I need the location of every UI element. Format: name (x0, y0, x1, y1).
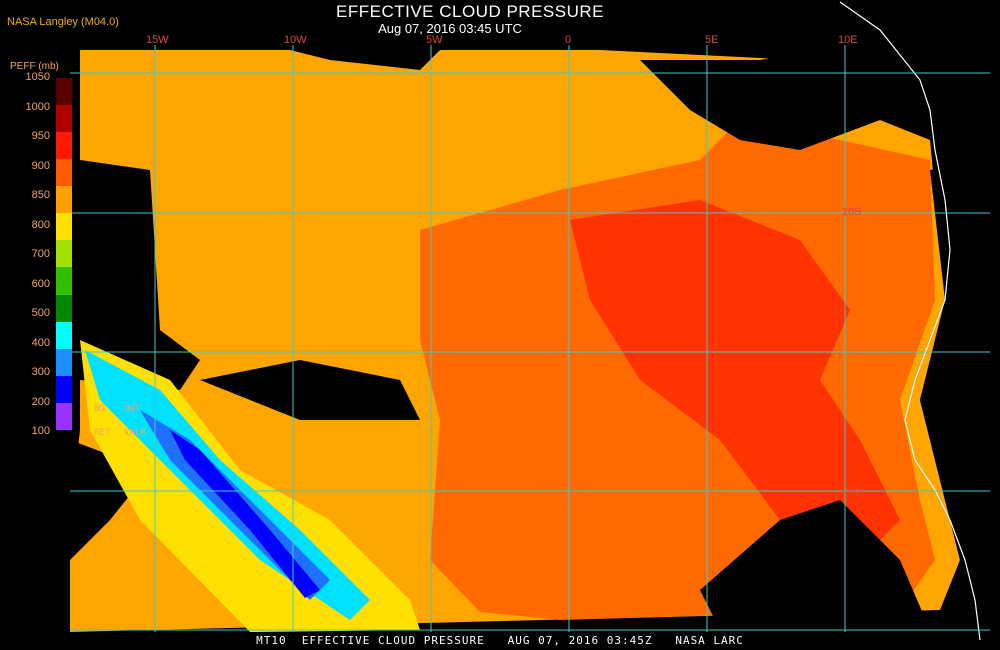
colorbar-swatch (56, 132, 72, 160)
lon-label-0: 0 (565, 34, 572, 46)
legend-tick-800: 800 (31, 218, 50, 231)
legend-tick-200: 200 (31, 395, 50, 408)
high-cloud-band-core (170, 430, 320, 598)
clear-sky-north (290, 50, 440, 70)
legend-tick-100: 100 (31, 425, 50, 437)
clear-sky-nw (80, 160, 200, 390)
lon-label-15w: 15W (146, 34, 169, 46)
lon-label-5e: 5E (705, 34, 719, 46)
legend-colorbar (56, 78, 72, 430)
colorbar-swatch (56, 267, 72, 295)
colorbar-swatch (56, 402, 72, 430)
colorbar-swatch (56, 159, 72, 187)
colorbar-swatch (56, 240, 72, 268)
colorbar-swatch (56, 105, 72, 133)
lat-label-10s: 10S (842, 206, 862, 218)
colorbar-swatch (56, 213, 72, 241)
colorbar-swatch (56, 348, 72, 376)
map-timestamp: Aug 07, 2016 03:45 UTC (378, 21, 522, 36)
legend-tick-700: 700 (31, 248, 50, 260)
legend-tick-600: 600 (31, 277, 50, 290)
colorbar-swatch (56, 375, 72, 403)
deep-red-region (570, 200, 900, 560)
legend-tick-900: 900 (31, 159, 50, 172)
legend-tick-300: 300 (31, 366, 50, 378)
footer-caption: MT10 EFFECTIVE CLOUD PRESSURE AUG 07, 20… (256, 634, 744, 647)
clear-sky-coast (920, 160, 1000, 650)
legend-tick-850: 850 (31, 189, 50, 201)
lon-label-10w: 10W (284, 34, 307, 46)
clear-sky-band (200, 360, 420, 420)
colorbar-swatch (56, 78, 72, 106)
coastline (839, 1, 981, 641)
lon-label-5w: 5W (426, 34, 443, 46)
legend-tick-400: 400 (31, 336, 50, 349)
legend-title: PEFF (mb) (10, 61, 59, 72)
clear-sky-ne (640, 50, 930, 150)
out-valr-label-2: VALR (124, 428, 146, 438)
legend-tick-1000: 1000 (25, 100, 50, 113)
colorbar-swatch (56, 321, 72, 349)
graticule (70, 45, 990, 632)
clear-sky-se (700, 500, 930, 630)
no-ret-label-2: RET (94, 428, 111, 438)
no-ret-label-1: NO (94, 404, 105, 414)
legend-tick-1050: 1050 (25, 71, 50, 83)
colorbar-swatch (56, 186, 72, 214)
lat-label-20s: 20S (842, 484, 862, 496)
out-valr-label-1: OUT (124, 404, 141, 414)
provider-label: NASA Langley (M04.0) (7, 16, 119, 28)
legend-tick-950: 950 (31, 130, 50, 142)
legend-tick-500: 500 (31, 307, 50, 319)
lon-label-10e: 10E (838, 34, 858, 46)
colorbar-swatch (56, 294, 72, 322)
map-title: EFFECTIVE CLOUD PRESSURE (336, 2, 604, 21)
